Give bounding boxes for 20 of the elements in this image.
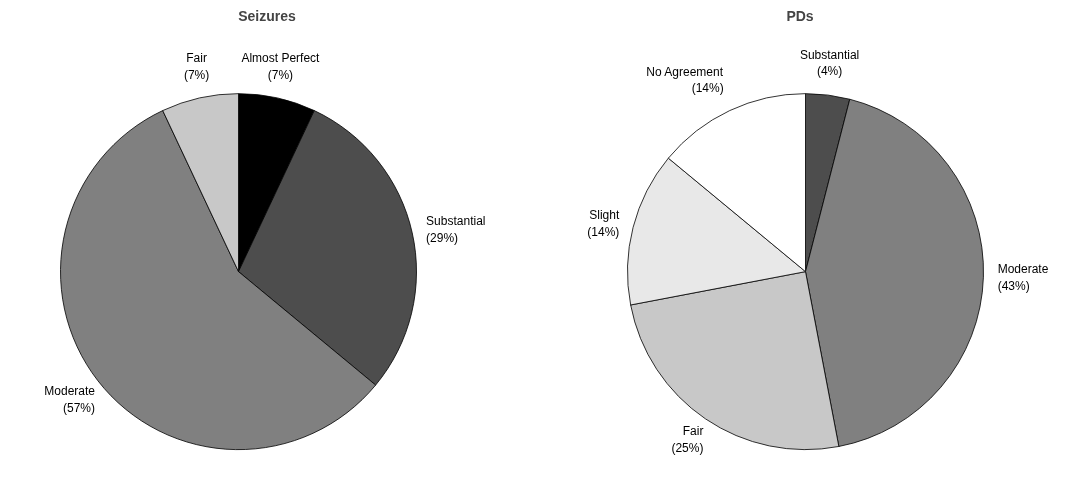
data-label: (25%) — [671, 440, 704, 455]
slice-label: Moderate — [997, 262, 1049, 277]
slice-label: Substantial — [799, 47, 860, 62]
data-label: (57%) — [63, 401, 96, 416]
slice-label: Slight — [589, 207, 620, 222]
data-label: (7%) — [183, 67, 210, 82]
data-label: (7%) — [267, 67, 294, 82]
slice-label: Fair — [186, 50, 207, 65]
data-label: (14%) — [691, 81, 724, 96]
slice-label: Substantial — [426, 213, 486, 228]
data-label: (4%) — [816, 64, 843, 79]
slice-label: Fair — [682, 423, 704, 438]
slice-label: No Agreement — [646, 64, 724, 79]
data-label: (14%) — [587, 224, 620, 239]
data-label: (29%) — [426, 230, 459, 245]
slice-label: Moderate — [44, 384, 96, 399]
chart-title: Seizures — [238, 7, 297, 24]
slice-label: Almost Perfect — [241, 50, 321, 65]
chart-title: PDs — [786, 7, 814, 24]
data-label: (43%) — [997, 279, 1030, 294]
